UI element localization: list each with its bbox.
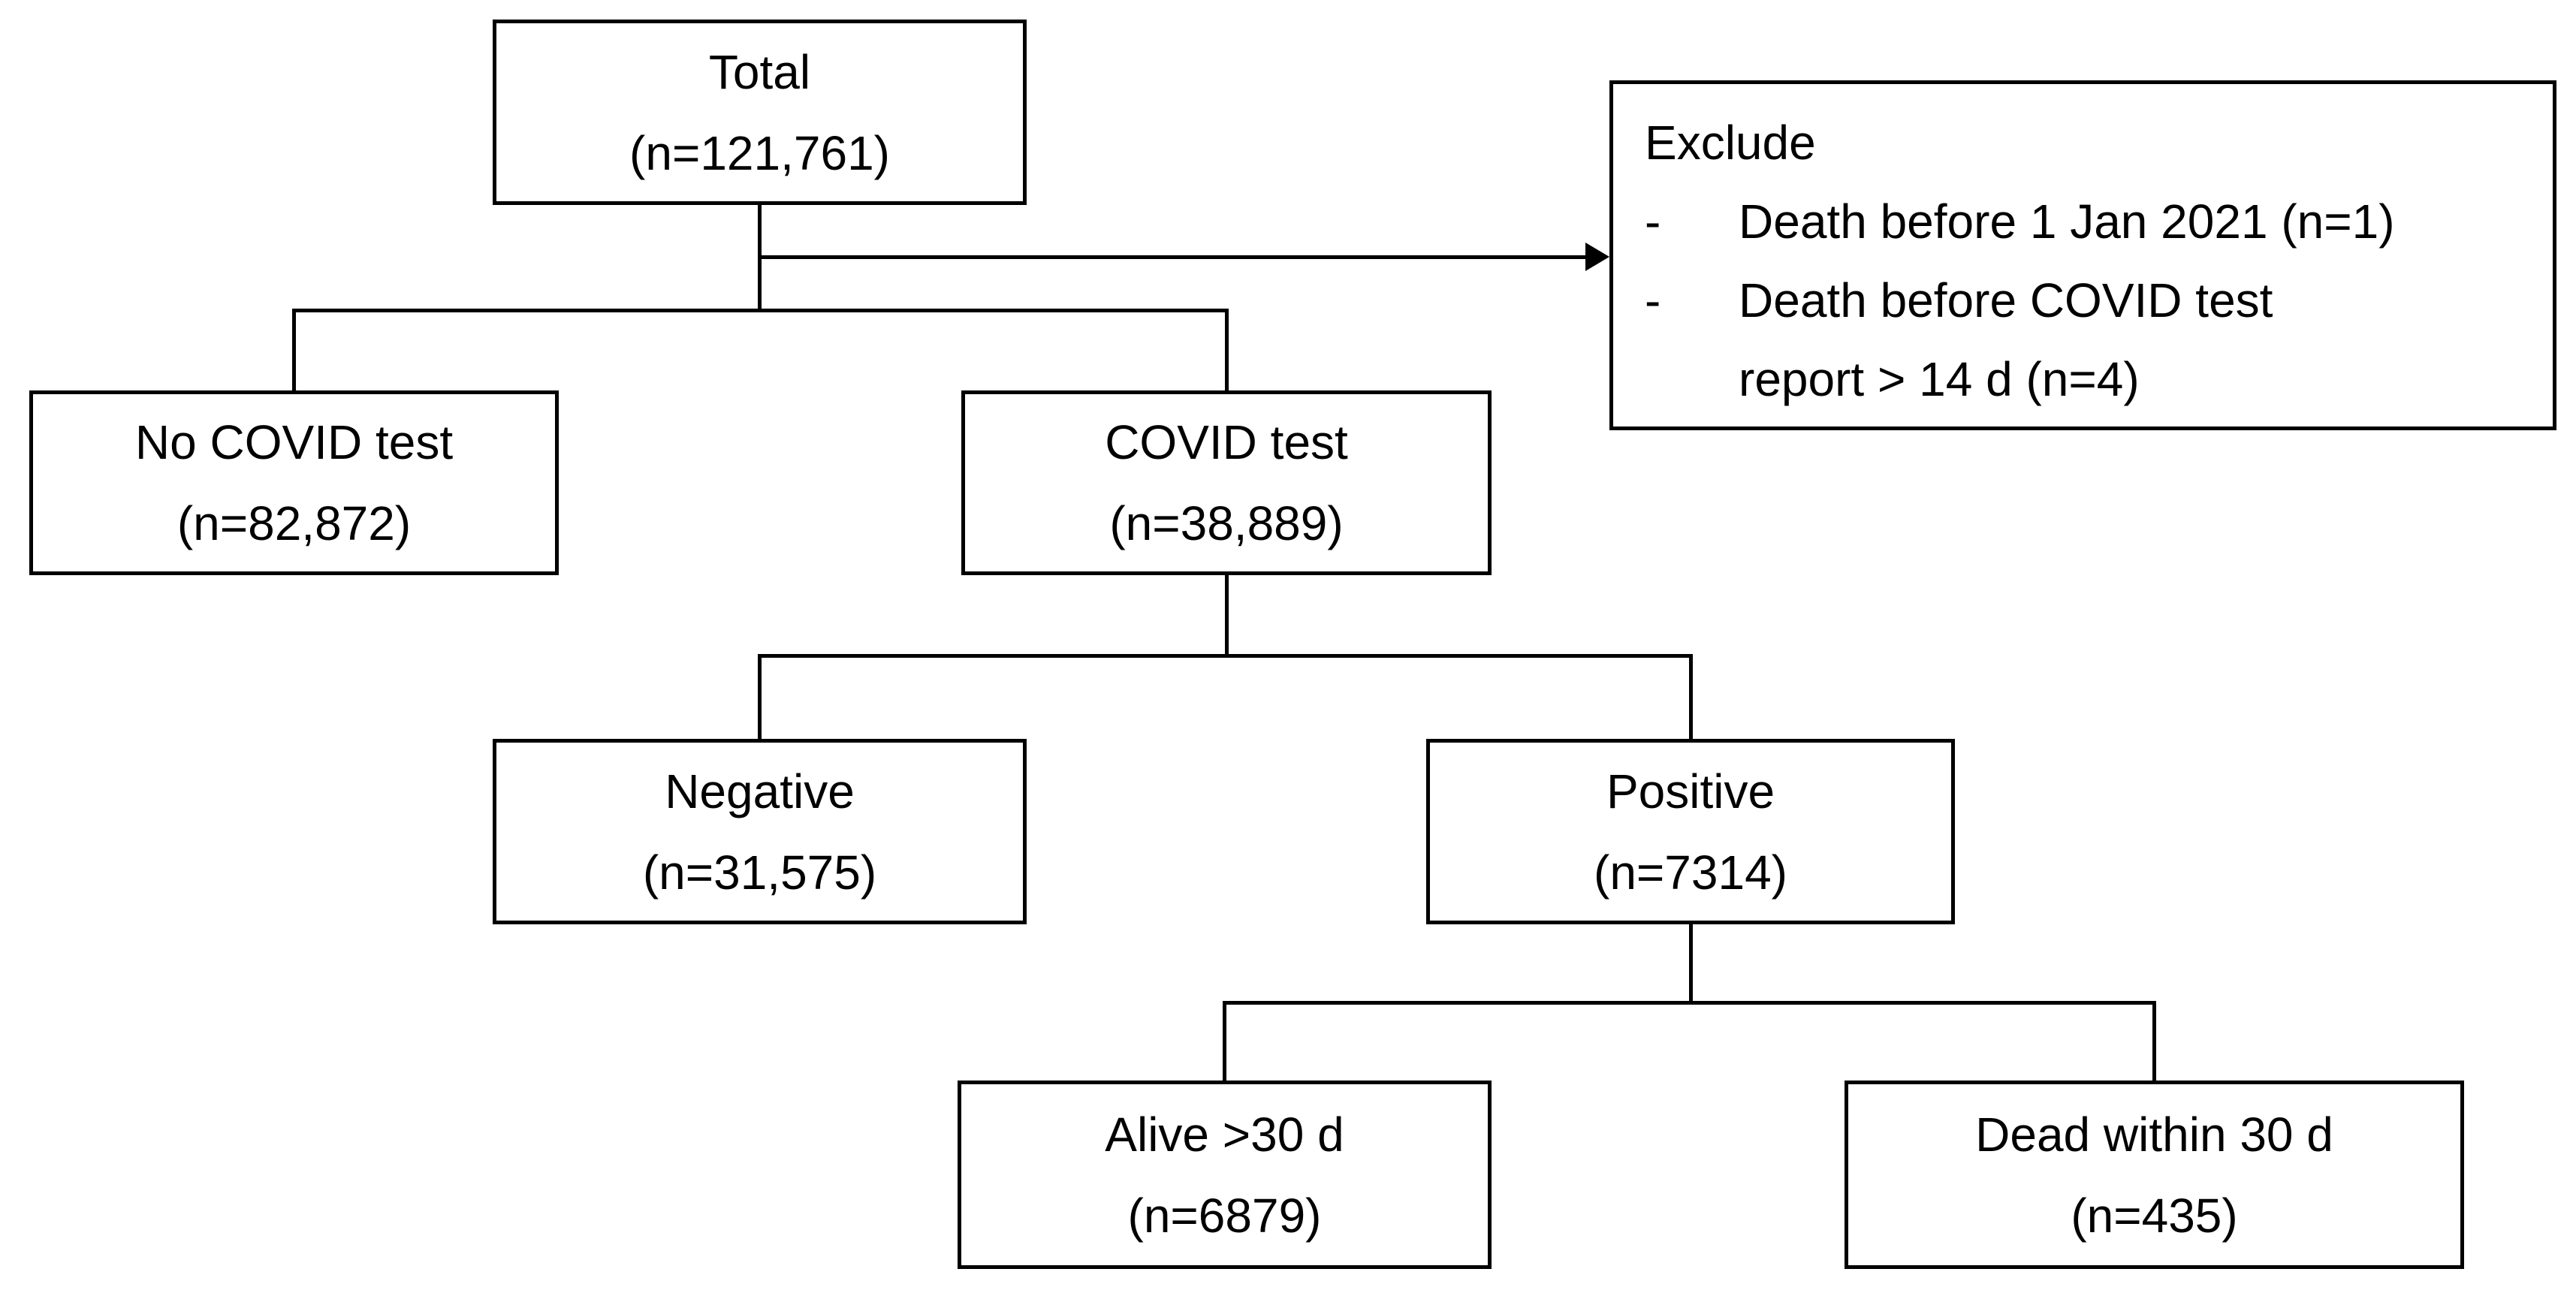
node-covid-test-label: COVID test	[1105, 415, 1348, 469]
connector-total-to-exclude	[758, 255, 1590, 259]
node-alive-count: (n=6879)	[1127, 1188, 1322, 1243]
node-positive: Positive (n=7314)	[1426, 739, 1955, 924]
connector-drop-positive	[1689, 654, 1693, 740]
node-total-label: Total	[708, 44, 811, 99]
node-alive-label: Alive >30 d	[1105, 1107, 1344, 1162]
bullet-dash: -	[1645, 194, 1661, 249]
arrowhead-right-icon	[1585, 243, 1609, 271]
exclude-item: - Death before 1 Jan 2021 (n=1)	[1645, 182, 2395, 261]
exclude-item-line2: report > 14 d (n=4)	[1739, 352, 2140, 406]
node-exclude-title: Exclude	[1645, 116, 1816, 170]
connector-drop-no-covid	[292, 309, 296, 392]
connector-branch-row2	[292, 309, 1228, 312]
connector-branch-row4	[1223, 1001, 2156, 1005]
node-negative-label: Negative	[665, 764, 855, 818]
node-total-count: (n=121,761)	[629, 125, 890, 180]
node-covid-test: COVID test (n=38,889)	[961, 390, 1492, 575]
connector-covid-down	[1225, 575, 1229, 658]
node-negative-count: (n=31,575)	[642, 845, 877, 900]
exclude-item: - Death before COVID test report > 14 d …	[1645, 261, 2273, 419]
connector-drop-covid	[1225, 309, 1229, 392]
node-no-covid-test-label: No COVID test	[134, 415, 454, 469]
node-positive-label: Positive	[1606, 764, 1775, 818]
node-dead: Dead within 30 d (n=435)	[1845, 1081, 2464, 1269]
node-total: Total (n=121,761)	[493, 20, 1027, 205]
connector-branch-row3	[758, 654, 1693, 658]
node-no-covid-test: No COVID test (n=82,872)	[29, 390, 559, 575]
bullet-dash: -	[1645, 273, 1661, 327]
node-covid-test-count: (n=38,889)	[1109, 496, 1344, 550]
connector-drop-negative	[758, 654, 762, 740]
node-alive: Alive >30 d (n=6879)	[958, 1081, 1492, 1269]
connector-positive-down	[1689, 924, 1693, 1005]
exclude-item-line1: Death before COVID test	[1739, 273, 2273, 327]
node-no-covid-test-count: (n=82,872)	[176, 496, 412, 550]
exclude-item-text: Death before COVID test report > 14 d (n…	[1739, 261, 2273, 419]
node-positive-count: (n=7314)	[1594, 845, 1787, 900]
node-dead-label: Dead within 30 d	[1975, 1107, 2333, 1162]
connector-drop-dead	[2152, 1001, 2156, 1082]
node-exclude: Exclude - Death before 1 Jan 2021 (n=1) …	[1609, 80, 2556, 430]
connector-drop-alive	[1223, 1001, 1226, 1082]
node-negative: Negative (n=31,575)	[493, 739, 1027, 924]
exclude-item-text: Death before 1 Jan 2021 (n=1)	[1739, 194, 2395, 249]
node-dead-count: (n=435)	[2071, 1188, 2238, 1243]
